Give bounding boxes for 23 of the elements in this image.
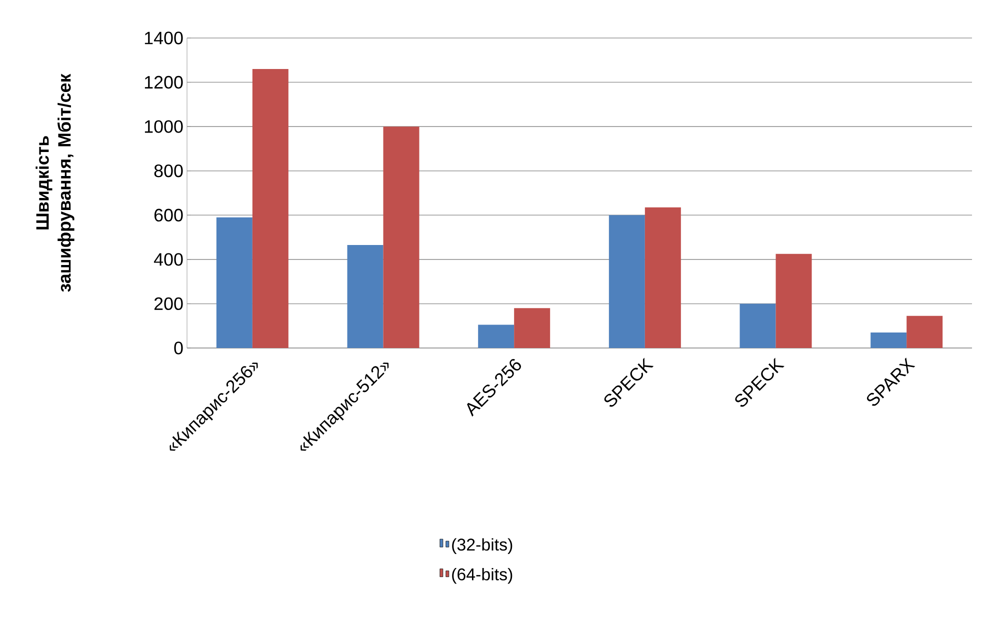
y-tick-label: 800 [154, 164, 183, 178]
y-tick-label: 1400 [144, 32, 183, 44]
y-axis-title: Швидкість зашифрування, Мбіт/сек [36, 74, 74, 292]
bar [776, 254, 812, 348]
bar [906, 316, 943, 348]
y-tick-label: 400 [154, 253, 183, 266]
y-tick-label: 600 [154, 208, 183, 222]
bar [252, 68, 288, 348]
bar [216, 217, 252, 348]
y-tick-label: 1000 [144, 120, 183, 133]
y-tick-label: 200 [154, 297, 183, 310]
legend-label: (32-bits) [452, 538, 512, 554]
bar [644, 207, 681, 348]
y-tick-label: 1200 [144, 76, 183, 89]
bar [870, 332, 907, 348]
bar [347, 245, 384, 348]
legend-label: (64-bits) [452, 568, 512, 584]
bar [478, 324, 514, 348]
bar [383, 126, 420, 348]
bar [608, 215, 645, 348]
bar [740, 304, 776, 348]
y-tick-label: 0 [174, 342, 183, 354]
bar [514, 308, 550, 348]
